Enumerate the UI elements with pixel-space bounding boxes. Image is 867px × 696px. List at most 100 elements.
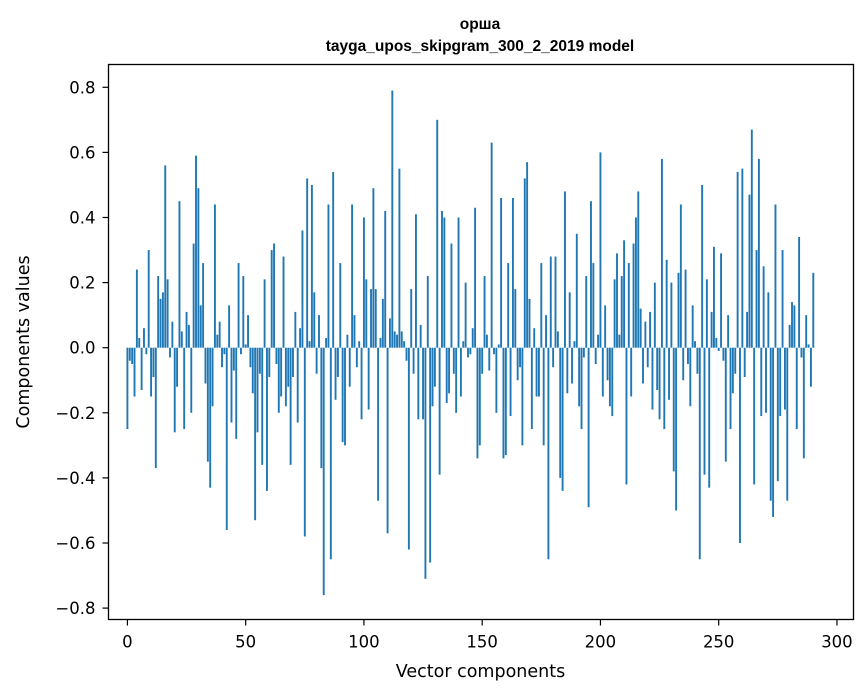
bar xyxy=(495,347,498,413)
bar xyxy=(471,328,474,348)
bar xyxy=(147,250,150,348)
bar xyxy=(467,347,469,358)
bar xyxy=(431,347,434,407)
bar xyxy=(599,152,602,348)
bar xyxy=(649,311,652,348)
bar xyxy=(289,347,292,465)
bar xyxy=(161,292,164,348)
bar xyxy=(509,347,512,417)
bar xyxy=(656,347,659,391)
bar xyxy=(187,324,190,348)
bar xyxy=(310,184,313,348)
bar xyxy=(500,197,503,348)
bar xyxy=(791,302,793,348)
bar xyxy=(478,347,481,446)
bar xyxy=(419,324,422,348)
bar xyxy=(455,347,458,413)
x-axis-label: Vector components xyxy=(396,662,565,682)
bar xyxy=(677,272,680,348)
bar xyxy=(270,250,273,348)
bar xyxy=(739,347,741,544)
bar xyxy=(412,347,415,374)
bar xyxy=(511,197,514,348)
bar xyxy=(277,347,280,413)
bar xyxy=(554,256,557,348)
bar xyxy=(282,256,285,348)
bar xyxy=(204,347,207,384)
x-tick-label: 50 xyxy=(235,633,256,652)
bar xyxy=(384,210,387,348)
bar xyxy=(724,347,727,462)
bar xyxy=(405,347,408,361)
bar xyxy=(627,263,630,348)
bar xyxy=(715,337,718,348)
y-tick-label: 0.0 xyxy=(69,339,95,358)
bar xyxy=(634,217,637,348)
bar xyxy=(318,315,320,348)
bar xyxy=(199,305,202,348)
bar xyxy=(504,347,507,456)
bar xyxy=(608,347,611,407)
bar xyxy=(171,321,174,348)
bar xyxy=(623,240,626,348)
bar xyxy=(450,243,453,348)
bar xyxy=(533,328,536,348)
bar xyxy=(258,347,261,374)
bar xyxy=(365,279,368,348)
bar xyxy=(400,331,403,348)
bar xyxy=(415,214,417,348)
bar xyxy=(713,246,715,348)
bar xyxy=(166,279,169,348)
bar xyxy=(720,253,722,348)
bar xyxy=(793,305,796,348)
y-tick-label: 0.4 xyxy=(69,208,95,227)
bar xyxy=(180,331,183,348)
bar xyxy=(303,347,306,537)
bar xyxy=(223,347,226,355)
bar xyxy=(795,347,798,430)
bar xyxy=(566,347,569,394)
bar xyxy=(228,305,231,348)
bar xyxy=(613,279,616,348)
bar xyxy=(140,347,143,391)
bar xyxy=(445,347,448,404)
bar xyxy=(237,263,240,348)
bar xyxy=(519,347,521,368)
bar xyxy=(232,347,235,371)
bar xyxy=(152,347,155,377)
bar xyxy=(485,334,488,348)
bar xyxy=(195,155,197,348)
bar xyxy=(590,201,592,348)
bar xyxy=(783,347,786,410)
bar xyxy=(325,337,328,348)
bar xyxy=(597,334,600,348)
bar xyxy=(653,282,656,348)
bar xyxy=(469,347,472,355)
bar xyxy=(618,334,621,348)
bar xyxy=(183,347,186,430)
bar xyxy=(410,289,413,348)
bar xyxy=(426,276,429,348)
bar xyxy=(216,334,219,348)
bar xyxy=(689,347,692,407)
bar xyxy=(377,347,380,501)
bar xyxy=(802,347,805,459)
bar xyxy=(273,243,275,348)
bar xyxy=(462,341,465,348)
bar xyxy=(781,250,784,348)
bar xyxy=(249,347,252,368)
bar xyxy=(173,347,176,433)
y-tick-label: 0.2 xyxy=(69,274,95,293)
bar xyxy=(336,347,339,377)
bar xyxy=(131,347,134,364)
bar xyxy=(568,292,571,348)
bar xyxy=(275,347,278,364)
bar xyxy=(225,347,228,530)
bar xyxy=(135,269,138,348)
bar xyxy=(339,263,342,348)
bar xyxy=(367,347,370,410)
bar xyxy=(755,250,758,348)
bar xyxy=(313,292,316,348)
bar xyxy=(185,311,188,348)
bar xyxy=(559,347,562,478)
